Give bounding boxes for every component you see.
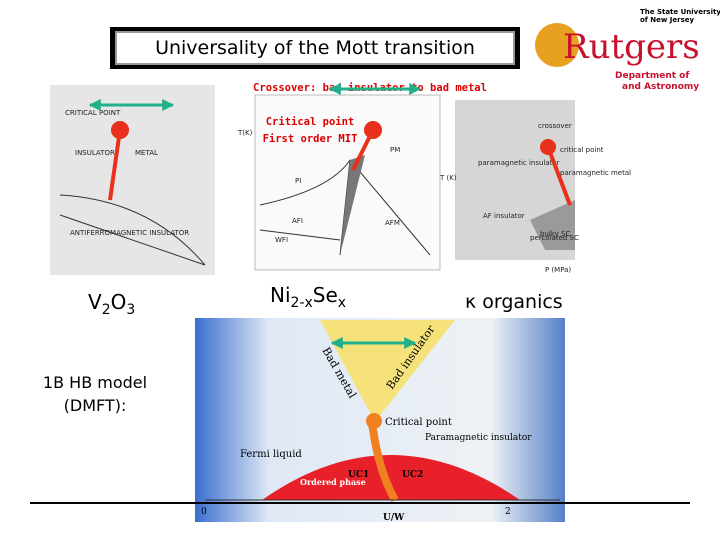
material-label: κ organics xyxy=(465,291,563,313)
crossover-wedge xyxy=(340,155,365,255)
material-label: Ni2-xSex xyxy=(270,283,346,311)
dmft-text: Ordered phase xyxy=(300,477,366,487)
v2o3-plot xyxy=(50,85,215,275)
sc-region xyxy=(530,200,575,250)
plot-text: ANTIFERROMAGNETIC INSULATOR xyxy=(70,229,189,237)
logo-text: of New Jersey xyxy=(640,16,695,24)
plot-text: AFI xyxy=(292,217,303,225)
transition-line xyxy=(546,146,572,206)
plot-text: PM xyxy=(390,146,400,154)
logo-text: The State University xyxy=(640,8,720,16)
axis-label: P (MPa) xyxy=(545,266,571,274)
dmft-text: Critical point xyxy=(385,417,452,428)
plot-text: percolated SC xyxy=(530,234,579,242)
dmft-text: UC2 xyxy=(402,470,423,480)
plot-text: critical point xyxy=(560,146,604,154)
axis-label: T (K) xyxy=(439,174,457,182)
logo-dept: Department of xyxy=(615,71,689,81)
material-label: V2O3 xyxy=(88,290,135,318)
critical-point xyxy=(111,121,129,139)
title: Universality of the Mott transition xyxy=(155,37,475,59)
plot-text: METAL xyxy=(135,149,158,157)
plot-text: bulky SC xyxy=(540,230,570,238)
dmft-text: UC1 xyxy=(348,470,369,480)
logo-name: Rutgers xyxy=(563,27,700,67)
model-label: (DMFT): xyxy=(64,396,127,415)
annotation: Critical point xyxy=(266,116,355,128)
plot-text: CRITICAL POINT xyxy=(65,109,121,117)
x-axis-label: U/W xyxy=(383,513,405,523)
dmft-text: Fermi liquid xyxy=(240,449,302,460)
plot-text: paramagnetic insulator xyxy=(478,159,560,167)
x-tick-label: 0 xyxy=(201,507,207,517)
logo-dept: and Astronomy xyxy=(622,82,699,92)
axis-label: T(K) xyxy=(237,129,253,137)
plot-text: INSULATOR xyxy=(75,149,115,157)
x-tick-label: 2 xyxy=(505,507,511,517)
model-label: 1B HB model xyxy=(43,373,147,392)
annotation: First order MIT xyxy=(263,133,358,145)
critical-point xyxy=(364,121,382,139)
title-box xyxy=(115,31,515,65)
plot-text: AFM xyxy=(385,219,400,227)
phase-line xyxy=(59,194,206,266)
logo-shield xyxy=(535,23,579,67)
ordered-dome xyxy=(262,455,520,500)
critical-point xyxy=(366,413,382,429)
plot-text: PI xyxy=(295,177,301,185)
dmft-text: Paramagnetic insulator xyxy=(425,433,532,443)
plot-text: paramagnetic metal xyxy=(560,169,631,177)
plot-text: crossover xyxy=(538,122,572,130)
first-order-line xyxy=(368,421,399,502)
plot-text: AF insulator xyxy=(483,212,525,220)
plot-text: WFI xyxy=(275,236,288,244)
critical-point xyxy=(540,139,556,155)
transition-line xyxy=(108,129,122,201)
